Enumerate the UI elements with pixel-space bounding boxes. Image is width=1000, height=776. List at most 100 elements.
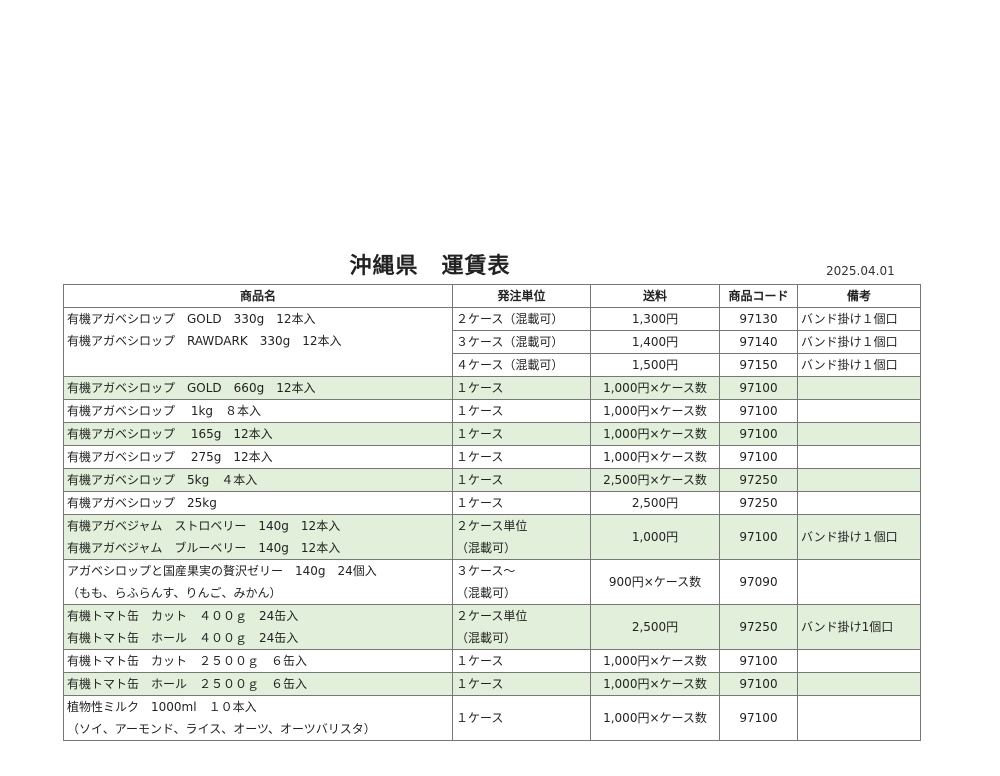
order-unit-cell: ３ケース（混載可） bbox=[452, 330, 591, 354]
table-row: 有機アガベシロップ 165g 12本入 １ケース 1,000円×ケース数 97100 bbox=[63, 422, 921, 446]
order-unit-cell: ２ケース単位 （混載可） bbox=[452, 514, 591, 560]
notes-cell bbox=[797, 376, 921, 400]
order-unit-line: ３ケース（混載可） bbox=[456, 335, 564, 349]
notes-cell: バンド掛け１個口 bbox=[797, 514, 921, 560]
order-unit-cell: ４ケース（混載可） bbox=[452, 353, 591, 377]
order-unit-cell: ２ケース（混載可） bbox=[452, 307, 591, 331]
product-name-line: 有機アガベシロップ 165g 12本入 bbox=[67, 427, 273, 441]
product-code-cell: 97250 bbox=[719, 604, 798, 650]
notes-cell bbox=[797, 468, 921, 492]
shipping-fee-cell: 2,500円×ケース数 bbox=[590, 468, 720, 492]
table-row: 有機アガベジャム ストロベリー 140g 12本入 有機アガベジャム ブルーベリー… bbox=[63, 514, 921, 560]
shipping-fee-cell: 900円×ケース数 bbox=[590, 559, 720, 605]
order-unit-line: （混載可） bbox=[456, 541, 517, 555]
product-name-cell: 有機アガベシロップ 165g 12本入 bbox=[63, 422, 453, 446]
order-unit-line: ３ケース～ bbox=[456, 564, 516, 578]
product-name-line: 有機トマト缶 ホール ２５００ｇ ６缶入 bbox=[67, 677, 308, 691]
product-name-line: 有機トマト缶 カット ４００ｇ 24缶入 bbox=[67, 609, 299, 623]
product-name-line: 有機アガベジャム ブルーベリー 140g 12本入 bbox=[67, 541, 341, 555]
order-unit-cell: ３ケース～ （混載可） bbox=[452, 559, 591, 605]
product-name-cell: 有機アガベシロップ GOLD 660g 12本入 bbox=[63, 376, 453, 400]
order-unit-line: （混載可） bbox=[456, 586, 517, 600]
product-name-line: 有機アガベシロップ GOLD 330g 12本入 bbox=[67, 312, 316, 326]
product-name-cell: 有機トマト缶 カット ４００ｇ 24缶入 有機トマト缶 ホール ４００ｇ 24缶入 bbox=[63, 604, 453, 650]
order-unit-line: ４ケース（混載可） bbox=[456, 358, 564, 372]
table-row: 有機アガベシロップ 1kg ８本入 １ケース 1,000円×ケース数 97100 bbox=[63, 399, 921, 423]
product-code-cell: 97100 bbox=[719, 649, 798, 673]
order-unit-line: １ケース bbox=[456, 427, 504, 441]
product-name-line: 植物性ミルク 1000ml １０本入 bbox=[67, 700, 257, 714]
product-code-cell: 97130 bbox=[719, 307, 798, 331]
product-name-line: 有機アガベシロップ RAWDARK 330g 12本入 bbox=[67, 334, 342, 348]
notes-cell bbox=[797, 695, 921, 741]
shipping-fee-cell: 1,000円×ケース数 bbox=[590, 399, 720, 423]
notes-cell bbox=[797, 422, 921, 446]
order-unit-line: （混載可） bbox=[456, 631, 517, 645]
order-unit-line: １ケース bbox=[456, 473, 504, 487]
notes-cell: バンド掛け１個口 bbox=[797, 330, 921, 354]
product-name-line: （もも、らふらんす、りんご、みかん） bbox=[67, 586, 282, 600]
product-code-cell: 97250 bbox=[719, 468, 798, 492]
notes-cell: バンド掛け１個口 bbox=[797, 307, 921, 331]
shipping-fee-cell: 1,300円 bbox=[590, 307, 720, 331]
product-name-line: 有機アガベシロップ GOLD 660g 12本入 bbox=[67, 381, 316, 395]
table-row: 有機トマト缶 カット ２５００ｇ ６缶入 １ケース 1,000円×ケース数 97100 bbox=[63, 649, 921, 673]
shipping-fee-cell: 1,400円 bbox=[590, 330, 720, 354]
order-unit-line: ２ケース単位 bbox=[456, 609, 528, 623]
order-unit-line: １ケース bbox=[456, 677, 504, 691]
table-row: 有機アガベシロップ 275g 12本入 １ケース 1,000円×ケース数 97100 bbox=[63, 445, 921, 469]
table-row: 植物性ミルク 1000ml １０本入 （ソイ、アーモンド、ライス、オーツ、オーツバ… bbox=[63, 695, 921, 741]
product-name-cell: 有機アガベシロップ GOLD 330g 12本入有機アガベシロップ RAWDAR… bbox=[63, 307, 453, 377]
order-unit-cell: １ケース bbox=[452, 376, 591, 400]
product-name-line: 有機トマト缶 ホール ４００ｇ 24缶入 bbox=[67, 631, 299, 645]
shipping-fee-cell: 1,000円×ケース数 bbox=[590, 422, 720, 446]
order-unit-cell: １ケース bbox=[452, 399, 591, 423]
product-code-cell: 97250 bbox=[719, 491, 798, 515]
product-name-cell: 有機アガベシロップ 25kg bbox=[63, 491, 453, 515]
product-name-line: （ソイ、アーモンド、ライス、オーツ、オーツバリスタ） bbox=[67, 722, 376, 736]
order-unit-line: １ケース bbox=[456, 496, 504, 510]
table-row: ４ケース（混載可） 1,500円 97150 バンド掛け１個口 bbox=[64, 353, 921, 377]
table-row: 有機アガベシロップ 5kg ４本入 １ケース 2,500円×ケース数 97250 bbox=[63, 468, 921, 492]
notes-cell bbox=[797, 672, 921, 696]
table-row: 有機アガベシロップ 25kg １ケース 2,500円 97250 bbox=[63, 491, 921, 515]
shipping-fee-cell: 1,000円×ケース数 bbox=[590, 649, 720, 673]
shipping-fee-cell: 1,500円 bbox=[590, 353, 720, 377]
table-row: アガベシロップと国産果実の贅沢ゼリー 140g 24個入 （もも、らふらんす、りん… bbox=[63, 559, 921, 605]
notes-cell bbox=[797, 559, 921, 605]
table-row: 有機トマト缶 ホール ２５００ｇ ６缶入 １ケース 1,000円×ケース数 97100 bbox=[63, 672, 921, 696]
product-code-cell: 97090 bbox=[719, 559, 798, 605]
notes-cell bbox=[797, 491, 921, 515]
table-row: 有機アガベシロップ GOLD 330g 12本入有機アガベシロップ RAWDAR… bbox=[63, 307, 921, 377]
product-code-cell: 97150 bbox=[719, 353, 798, 377]
product-name-line: 有機アガベジャム ストロベリー 140g 12本入 bbox=[67, 519, 341, 533]
product-name-cell: アガベシロップと国産果実の贅沢ゼリー 140g 24個入 （もも、らふらんす、りん… bbox=[63, 559, 453, 605]
product-name-cell: 有機アガベシロップ 275g 12本入 bbox=[63, 445, 453, 469]
table-row: ３ケース（混載可） 1,400円 97140 バンド掛け１個口 bbox=[64, 330, 921, 354]
table-row: 有機アガベシロップ GOLD 660g 12本入 １ケース 1,000円×ケース数 9… bbox=[63, 376, 921, 400]
order-unit-cell: １ケース bbox=[452, 672, 591, 696]
order-unit-cell: １ケース bbox=[452, 695, 591, 741]
table-header-row: 商品名 発注単位 送料 商品コード 備考 bbox=[63, 284, 921, 308]
notes-cell: バンド掛け１個口 bbox=[797, 353, 921, 377]
product-code-cell: 97100 bbox=[719, 399, 798, 423]
product-name-line: 有機アガベシロップ 275g 12本入 bbox=[67, 450, 273, 464]
product-name-cell: 植物性ミルク 1000ml １０本入 （ソイ、アーモンド、ライス、オーツ、オーツバ… bbox=[63, 695, 453, 741]
product-name-line: アガベシロップと国産果実の贅沢ゼリー 140g 24個入 bbox=[67, 564, 377, 578]
header-notes: 備考 bbox=[797, 284, 921, 308]
order-unit-cell: ２ケース単位 （混載可） bbox=[452, 604, 591, 650]
notes-cell bbox=[797, 445, 921, 469]
product-code-cell: 97100 bbox=[719, 445, 798, 469]
product-code-cell: 97100 bbox=[719, 695, 798, 741]
table-row: 有機トマト缶 カット ４００ｇ 24缶入 有機トマト缶 ホール ４００ｇ 24缶入… bbox=[63, 604, 921, 650]
product-code-cell: 97140 bbox=[719, 330, 798, 354]
notes-cell bbox=[797, 649, 921, 673]
header-product-name: 商品名 bbox=[63, 284, 453, 308]
order-unit-line: １ケース bbox=[456, 404, 504, 418]
order-unit-line: １ケース bbox=[456, 450, 504, 464]
notes-cell bbox=[797, 399, 921, 423]
product-name-cell: 有機アガベシロップ 5kg ４本入 bbox=[63, 468, 453, 492]
header-order-unit: 発注単位 bbox=[452, 284, 591, 308]
order-unit-line: ２ケース（混載可） bbox=[456, 312, 564, 326]
shipping-fee-cell: 1,000円×ケース数 bbox=[590, 376, 720, 400]
